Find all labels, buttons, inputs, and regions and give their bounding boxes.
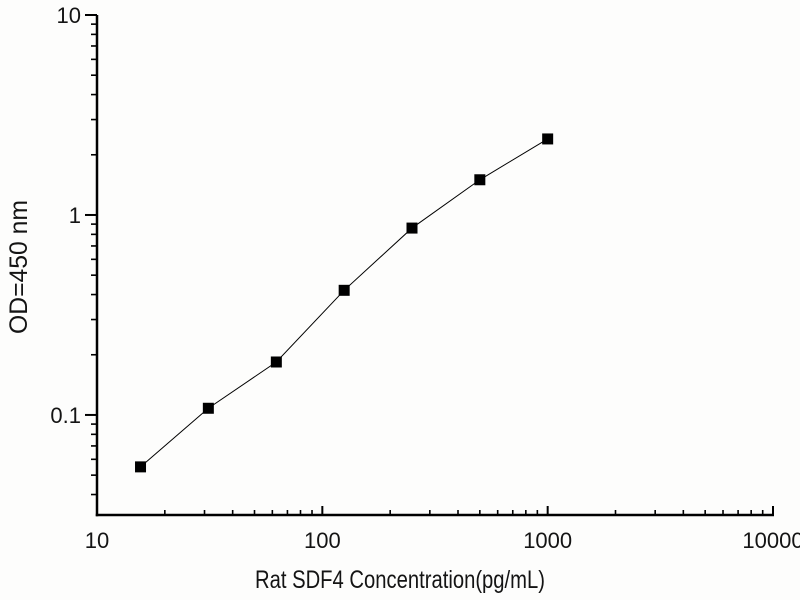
- y-axis-title: OD=450 nm: [5, 200, 33, 334]
- x-tick-label: 10: [85, 528, 109, 553]
- data-point-marker: [202, 402, 214, 414]
- chart-generated-layer: 10 100 1000 10000 0.1 1 10: [50, 3, 800, 553]
- data-point-marker: [542, 133, 554, 145]
- data-point-marker: [474, 174, 486, 186]
- y-tick-label: 0.1: [50, 403, 81, 428]
- data-point-marker: [270, 356, 282, 368]
- data-point-marker: [135, 461, 147, 473]
- x-axis-title: Rat SDF4 Concentration(pg/mL): [255, 566, 545, 594]
- data-point-marker: [406, 222, 418, 234]
- curve-line: [140, 138, 548, 468]
- x-tick-label: 100: [304, 528, 341, 553]
- data-point-marker: [338, 284, 350, 296]
- y-tick-label: 1: [69, 203, 81, 228]
- x-tick-label: 1000: [523, 528, 572, 553]
- y-tick-label: 10: [57, 3, 81, 28]
- x-tick-label: 10000: [742, 528, 800, 553]
